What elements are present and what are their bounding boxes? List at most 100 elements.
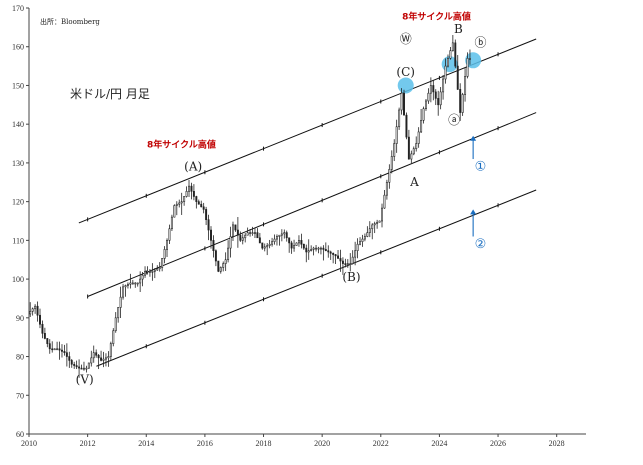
candle-body [141, 274, 144, 280]
x-tick-label: 2024 [431, 439, 447, 448]
candle-body [359, 241, 361, 245]
candle-body [327, 250, 330, 253]
candle-body [346, 263, 349, 265]
candle-body [114, 317, 117, 332]
candlestick-series [29, 35, 471, 378]
candle-body [129, 282, 132, 285]
candle-body [80, 367, 83, 370]
candle-body [163, 249, 166, 259]
candle-body [212, 240, 215, 251]
candle-body [153, 269, 156, 272]
candle-body [58, 348, 61, 351]
candle-body [368, 228, 371, 233]
candle-body [461, 94, 464, 113]
candle-body [332, 252, 335, 255]
candle-body [427, 92, 430, 102]
candle-body [437, 98, 440, 106]
candle-body [425, 100, 427, 109]
candle-body [41, 323, 44, 334]
candle-body [261, 242, 264, 249]
candle-body [334, 254, 337, 257]
candle-body [466, 58, 469, 77]
candle-body [109, 343, 112, 357]
candle-body [271, 241, 274, 245]
candle-body [63, 351, 66, 353]
candle-body [75, 365, 78, 368]
annotation-label: A [409, 175, 419, 189]
candle-body [124, 285, 127, 288]
candle-body [297, 240, 300, 244]
candle-body [341, 260, 344, 264]
candle-body [34, 305, 37, 310]
candle-body [51, 348, 54, 351]
candle-body [285, 232, 288, 239]
candle-body [117, 307, 120, 319]
candle-body [349, 263, 352, 265]
candle-body [432, 85, 435, 93]
candle-body [190, 185, 193, 192]
candle-body [100, 357, 103, 361]
y-tick-label: 170 [12, 4, 24, 13]
candle-body [87, 362, 90, 369]
arrow-head [470, 135, 477, 141]
highlight-circle [397, 77, 414, 94]
candle-body [173, 205, 176, 218]
candle-body [307, 250, 310, 253]
y-tick-label: 60 [16, 430, 24, 439]
candle-body [48, 343, 51, 350]
candle-body [246, 232, 249, 236]
source-label: 出所：Bloomberg [40, 17, 100, 26]
candle-body [412, 148, 415, 155]
annotation-label: (C) [396, 65, 415, 79]
candle-body [90, 357, 93, 364]
candle-body [251, 232, 254, 234]
candle-body [202, 206, 205, 210]
candle-body [161, 258, 164, 268]
candle-body [148, 271, 151, 273]
candle-body [280, 233, 283, 236]
candle-body [366, 232, 369, 237]
candle-body [217, 260, 220, 272]
candle-body [214, 250, 217, 262]
x-tick-label: 2014 [138, 439, 154, 448]
candle-body [195, 196, 198, 202]
arrow-head [470, 209, 477, 215]
candle-body [388, 169, 391, 183]
candle-body [385, 181, 388, 196]
y-tick-label: 80 [16, 353, 24, 362]
annotation-label: (A) [184, 160, 202, 174]
annotation-label: ② [475, 237, 487, 252]
candle-body [400, 92, 403, 111]
candle-body [139, 278, 142, 284]
candle-body [322, 247, 325, 250]
candle-body [29, 311, 32, 315]
candle-body [70, 360, 73, 365]
candle-body [236, 229, 239, 236]
candle-body [454, 42, 457, 67]
candle-body [166, 240, 169, 250]
candle-body [68, 356, 71, 361]
candle-body [107, 356, 110, 359]
candle-body [134, 282, 137, 285]
annotation-label: 8年サイクル高値 [147, 138, 216, 150]
candle-body [363, 236, 366, 240]
candle-body [222, 263, 225, 268]
candle-body [183, 196, 186, 202]
candle-body [293, 245, 296, 249]
candle-body [361, 238, 364, 242]
candle-body [305, 247, 308, 253]
candle-body [239, 234, 242, 241]
candle-body [268, 243, 271, 246]
x-tick-label: 2028 [549, 439, 565, 448]
candle-body [354, 250, 357, 258]
wave-annotations: (A) (B) (C) Ⓦ A Bⓐ ⓑ (V) ① ② 8年サイクル高値 8年サイクル高値 [76, 11, 487, 387]
candle-body [256, 232, 259, 239]
candle-body [73, 363, 76, 366]
candle-body [278, 234, 281, 237]
candle-body [263, 246, 266, 249]
candle-body [210, 229, 212, 241]
x-tick-label: 2018 [256, 439, 272, 448]
candle-body [468, 58, 471, 60]
candle-body [449, 50, 452, 59]
